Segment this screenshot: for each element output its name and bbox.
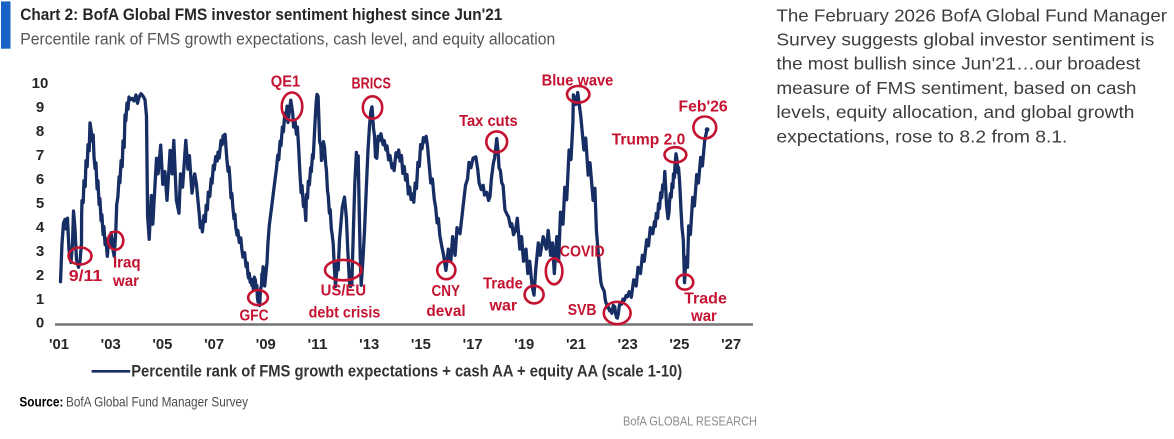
svg-text:'05: '05 [152,337,172,353]
svg-text:9/11: 9/11 [69,268,103,285]
svg-text:Source:: Source: [19,393,63,409]
svg-text:the most bullish since Jun'21…: the most bullish since Jun'21…our broade… [776,54,1140,74]
svg-text:'15: '15 [411,337,431,353]
svg-text:'01: '01 [49,337,69,353]
svg-text:Chart 2: BofA Global FMS inves: Chart 2: BofA Global FMS investor sentim… [20,6,502,24]
svg-text:5: 5 [36,195,44,212]
svg-text:BRICS: BRICS [352,76,392,93]
svg-text:'17: '17 [463,337,483,353]
svg-text:Trade: Trade [684,291,727,308]
svg-text:2: 2 [36,267,44,284]
svg-text:6: 6 [36,171,44,188]
svg-text:US/EU: US/EU [321,283,367,300]
svg-text:3: 3 [36,243,44,260]
svg-text:expectations, rose to 8.2 from: expectations, rose to 8.2 from 8.1. [776,126,1067,146]
svg-text:10: 10 [32,75,49,92]
svg-text:GFC: GFC [239,308,268,325]
svg-text:'21: '21 [566,337,586,353]
svg-text:war: war [690,308,717,325]
svg-text:'11: '11 [308,337,328,353]
svg-text:Trade: Trade [483,276,523,293]
svg-text:'03: '03 [101,337,121,353]
svg-text:BofA Global Fund Manager Surve: BofA Global Fund Manager Survey [66,393,248,409]
svg-text:Trump 2.0: Trump 2.0 [612,132,686,149]
svg-text:Survey suggests global investo: Survey suggests global investor sentimen… [776,30,1154,50]
svg-text:Blue wave: Blue wave [542,73,614,90]
svg-text:levels, equity allocation, and: levels, equity allocation, and global gr… [776,102,1134,122]
svg-text:Tax cuts: Tax cuts [459,113,518,130]
svg-text:BofA GLOBAL RESEARCH: BofA GLOBAL RESEARCH [623,415,757,429]
svg-text:1: 1 [36,291,44,308]
svg-text:4: 4 [36,219,45,236]
svg-text:SVB: SVB [568,302,597,319]
svg-text:'19: '19 [514,337,534,353]
svg-text:QE1: QE1 [271,74,301,91]
svg-text:measure of FMS sentiment, base: measure of FMS sentiment, based on cash [776,78,1136,98]
svg-text:7: 7 [36,147,44,164]
svg-text:CNY: CNY [432,283,461,300]
svg-text:war: war [112,273,139,290]
svg-text:Iraq: Iraq [113,255,141,272]
svg-text:9: 9 [36,99,44,116]
svg-text:Percentile rank of FMS growth: Percentile rank of FMS growth expectatio… [20,29,555,48]
svg-text:war: war [488,298,517,315]
svg-text:The February 2026 BofA Global: The February 2026 BofA Global Fund Manag… [776,5,1167,25]
svg-text:'07: '07 [204,337,224,353]
svg-text:'13: '13 [359,337,379,353]
svg-text:'27: '27 [721,337,741,353]
svg-text:deval: deval [426,303,465,320]
svg-text:'25: '25 [669,337,689,353]
svg-text:debt crisis: debt crisis [309,305,381,322]
svg-text:Percentile rank of FMS growth: Percentile rank of FMS growth expectatio… [131,361,682,380]
svg-text:'23: '23 [618,337,638,353]
svg-text:8: 8 [36,123,44,140]
svg-text:'09: '09 [256,337,276,353]
svg-text:Feb'26: Feb'26 [679,99,728,116]
svg-text:COVID: COVID [560,244,605,261]
svg-text:0: 0 [36,315,44,332]
